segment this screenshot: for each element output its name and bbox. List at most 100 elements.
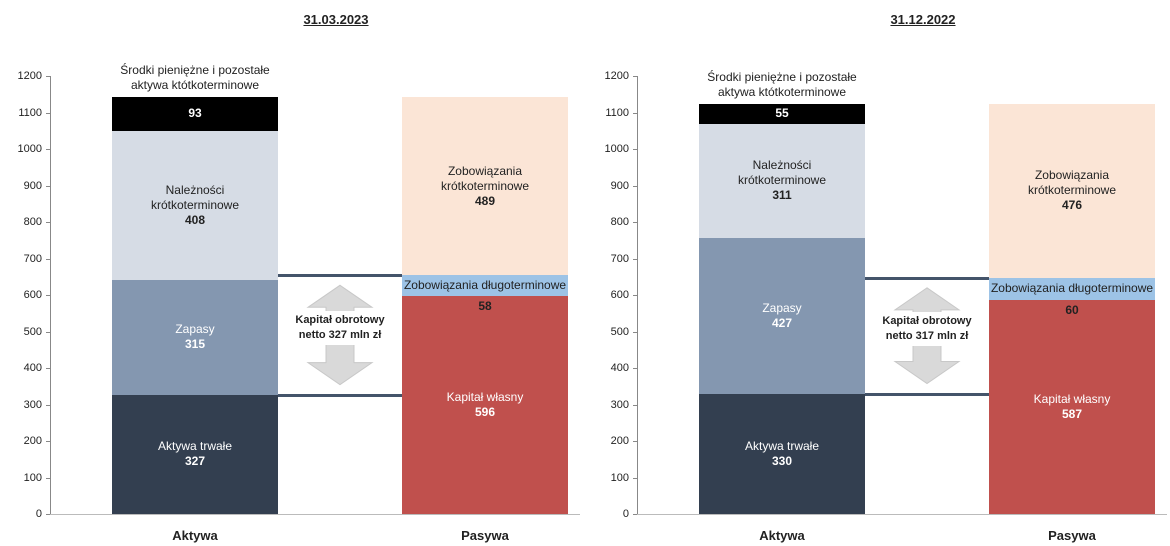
segment-value: 408 bbox=[184, 212, 206, 227]
y-tick bbox=[46, 404, 50, 406]
y-tick-label: 300 bbox=[23, 398, 42, 411]
y-tick-label: 600 bbox=[610, 289, 629, 301]
segment-value: 58 bbox=[478, 299, 492, 314]
segment-value: 330 bbox=[771, 453, 793, 468]
bar-segment bbox=[112, 96, 278, 131]
y-axis bbox=[50, 76, 51, 514]
bar-segment bbox=[112, 279, 278, 395]
y-tick bbox=[46, 185, 50, 187]
annotation: Kapitał obrotowy netto 327 mln zł bbox=[292, 310, 388, 345]
bar-segment bbox=[989, 277, 1155, 300]
y-tick bbox=[46, 149, 50, 150]
bar-segment bbox=[699, 237, 865, 394]
annotation: Kapitał obrotowy netto 317 mln zł bbox=[879, 311, 975, 346]
y-tick bbox=[46, 112, 50, 114]
segment-value: 60 bbox=[1065, 302, 1079, 317]
y-tick-label: 1000 bbox=[17, 143, 42, 155]
segment-name: Należności krótkoterminowe bbox=[150, 182, 240, 212]
y-tick-label: 500 bbox=[610, 325, 629, 338]
y-tick bbox=[46, 477, 50, 479]
y-tick-label: 200 bbox=[610, 435, 629, 447]
segment-label: Aktywa trwałe 327 bbox=[115, 395, 275, 514]
y-tick-label: 600 bbox=[23, 289, 42, 301]
segment-label: Kapitał własny 596 bbox=[405, 296, 565, 514]
segment-value: 476 bbox=[1061, 198, 1083, 213]
bar-segment bbox=[402, 275, 568, 297]
segment-label: Należności krótkoterminowe 408 bbox=[115, 131, 275, 280]
segment-name: Zapasy bbox=[175, 322, 215, 337]
segment-name: Zapasy bbox=[762, 300, 802, 315]
x-axis bbox=[637, 514, 1167, 515]
segment-value: 55 bbox=[775, 106, 789, 121]
y-tick bbox=[46, 368, 50, 369]
x-tick-label: Pasywa bbox=[1048, 528, 1096, 543]
segment-name: Należności krótkoterminowe bbox=[737, 158, 827, 188]
y-tick bbox=[633, 258, 637, 260]
segment-value: 587 bbox=[1061, 406, 1083, 421]
working-capital-line bbox=[865, 276, 989, 280]
bar-segment bbox=[402, 296, 568, 514]
bar-segment bbox=[989, 299, 1155, 514]
y-tick-label: 1000 bbox=[604, 143, 629, 155]
segment-value: 327 bbox=[184, 454, 206, 469]
segment-value: 596 bbox=[474, 405, 496, 420]
y-tick-label: 0 bbox=[622, 508, 629, 520]
segment-label: Należności krótkoterminowe 311 bbox=[702, 124, 862, 238]
segment-name: Zobowiązania długoterminowe bbox=[990, 280, 1154, 295]
bar-segment bbox=[112, 394, 278, 514]
y-tick bbox=[633, 514, 637, 515]
bar-segment bbox=[402, 96, 568, 276]
y-tick bbox=[633, 76, 637, 77]
y-tick-label: 700 bbox=[610, 252, 629, 265]
segment-label: Zapasy 315 bbox=[115, 280, 275, 395]
y-tick bbox=[633, 222, 637, 223]
x-axis bbox=[50, 514, 580, 515]
y-tick-label: 0 bbox=[35, 508, 42, 520]
segment-label: Kapitał własny 587 bbox=[992, 300, 1152, 514]
y-tick bbox=[633, 185, 637, 187]
segment-value: 315 bbox=[184, 337, 206, 352]
working-capital-line bbox=[865, 392, 989, 396]
y-tick-label: 1100 bbox=[605, 106, 629, 119]
segment-name: Aktywa trwałe bbox=[157, 439, 233, 454]
y-tick-label: 700 bbox=[23, 252, 42, 265]
segment-name: Środki pieniężne i pozostałe aktywa któt… bbox=[120, 62, 270, 92]
segment-name: Środki pieniężne i pozostałe aktywa któt… bbox=[707, 70, 857, 100]
y-tick bbox=[46, 441, 50, 442]
y-tick bbox=[46, 76, 50, 77]
y-tick-label: 300 bbox=[610, 398, 629, 411]
y-tick-label: 900 bbox=[23, 179, 42, 192]
y-tick bbox=[633, 149, 637, 150]
y-tick-label: 100 bbox=[23, 471, 42, 484]
y-tick bbox=[633, 404, 637, 406]
y-tick-label: 500 bbox=[23, 325, 42, 338]
segment-name: Zobowiązania krótkoterminowe bbox=[1027, 168, 1117, 198]
y-tick-label: 1200 bbox=[17, 70, 42, 82]
chart-title: 31.12.2022 bbox=[890, 12, 956, 27]
segment-name: Zobowiązania krótkoterminowe bbox=[440, 163, 530, 193]
segment-name: Kapitał własny bbox=[1033, 391, 1111, 406]
bar-segment bbox=[112, 130, 278, 280]
segment-name: Kapitał własny bbox=[446, 390, 524, 405]
chart-title: 31.03.2023 bbox=[303, 12, 369, 27]
y-tick bbox=[633, 331, 637, 333]
x-tick-label: Aktywa bbox=[759, 528, 805, 543]
bar-segment bbox=[989, 104, 1155, 278]
segment-label: Aktywa trwałe 330 bbox=[702, 394, 862, 514]
y-axis bbox=[637, 76, 638, 514]
segment-value: 489 bbox=[474, 193, 496, 208]
y-tick-label: 900 bbox=[610, 179, 629, 192]
working-capital-line bbox=[278, 393, 402, 397]
segment-value: 311 bbox=[772, 188, 792, 203]
segment-label: Zobowiązania krótkoterminowe 489 bbox=[405, 97, 565, 275]
segment-name: Zobowiązania długoterminowe bbox=[403, 277, 567, 292]
y-tick bbox=[633, 477, 637, 479]
y-tick bbox=[46, 331, 50, 333]
y-tick bbox=[633, 441, 637, 442]
double-arrow bbox=[893, 287, 961, 385]
segment-label: Zapasy 427 bbox=[702, 238, 862, 394]
y-tick-label: 800 bbox=[23, 216, 42, 228]
segment-label: Zobowiązania krótkoterminowe 476 bbox=[992, 104, 1152, 278]
